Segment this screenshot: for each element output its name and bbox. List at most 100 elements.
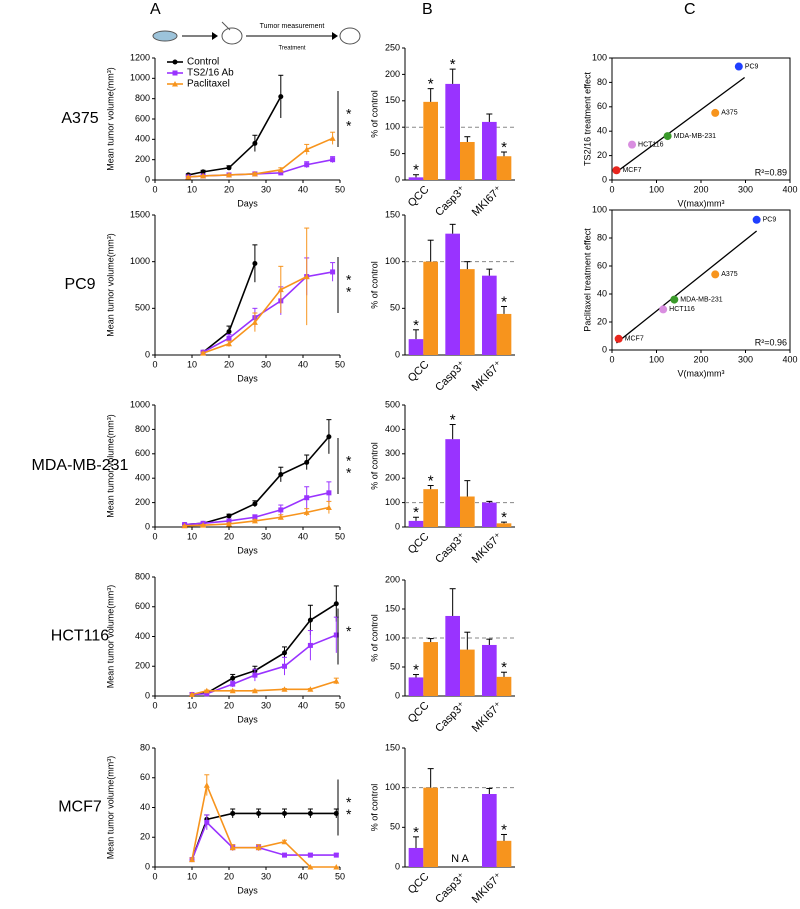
- point-label: PC9: [745, 63, 759, 70]
- y-tick-label: 1000: [130, 73, 150, 83]
- bar: [423, 101, 438, 180]
- marker: [230, 810, 236, 816]
- significance: *: [450, 56, 456, 73]
- syringe: [221, 21, 231, 31]
- point: [614, 334, 623, 343]
- x-tick-label: 50: [335, 531, 345, 541]
- x-tick-label: 20: [224, 184, 234, 194]
- series-line: [202, 271, 333, 353]
- y-tick-label: 100: [385, 782, 400, 792]
- marker: [172, 81, 178, 87]
- y-tick-label: 200: [385, 69, 400, 79]
- x-tick-label: 0: [152, 184, 157, 194]
- y-tick-label: 80: [140, 742, 150, 752]
- x-tick-label: 100: [649, 354, 664, 364]
- plot-frame: [611, 209, 791, 351]
- x-tick-label: MKI67⁺: [470, 700, 505, 735]
- panel-label: B: [422, 1, 433, 18]
- marker: [304, 459, 310, 465]
- y-tick-label: 1500: [130, 209, 150, 219]
- bar: [496, 676, 512, 696]
- y-tick-label: 20: [597, 316, 607, 326]
- y-tick-label: 0: [395, 349, 400, 359]
- marker: [226, 520, 232, 527]
- y-tick-label: 0: [602, 174, 607, 184]
- marker: [282, 852, 287, 858]
- x-tick-label: 0: [609, 184, 614, 194]
- marker: [226, 171, 232, 178]
- y-tick-label: 200: [385, 473, 400, 483]
- marker: [333, 632, 339, 638]
- y-tick-label: 100: [592, 204, 607, 214]
- marker: [277, 514, 284, 520]
- trend-line: [615, 76, 745, 174]
- y-tick-label: 400: [135, 631, 150, 641]
- point: [711, 270, 720, 279]
- x-tick-label: 50: [335, 184, 345, 194]
- y-tick-label: 400: [135, 473, 150, 483]
- x-tick-label: 100: [649, 184, 664, 194]
- x-axis-label: V(max)mm³: [678, 198, 725, 208]
- x-tick-label: QCC: [406, 531, 432, 557]
- x-tick-label: QCC: [406, 359, 432, 385]
- point-label: MCF7: [622, 167, 641, 174]
- y-tick-label: 50: [390, 661, 400, 671]
- x-tick-label: 0: [152, 700, 157, 710]
- x-axis-label: Days: [237, 885, 258, 895]
- marker: [282, 810, 287, 816]
- marker: [307, 864, 314, 870]
- significance: *: [413, 824, 419, 841]
- marker: [282, 650, 287, 656]
- marker: [333, 852, 339, 858]
- marker: [307, 852, 313, 858]
- schematic-label: Tumor measurement: [260, 23, 325, 30]
- y-axis-label: Mean tumor volume(mm³): [105, 756, 115, 860]
- y-tick-label: 100: [385, 497, 400, 507]
- row-title: MDA-MB-231: [32, 457, 129, 474]
- significance: *: [413, 662, 419, 679]
- marker: [203, 687, 210, 694]
- point: [612, 166, 621, 175]
- x-tick-label: 300: [738, 184, 753, 194]
- significance: *: [346, 118, 352, 134]
- y-tick-label: 80: [597, 232, 607, 242]
- series-line: [191, 603, 337, 696]
- y-tick-label: 100: [385, 122, 400, 132]
- significance: *: [346, 623, 352, 639]
- marker: [256, 810, 262, 816]
- significance: *: [501, 659, 507, 676]
- point: [628, 140, 637, 149]
- significance: *: [346, 806, 352, 822]
- significance: *: [413, 162, 419, 179]
- marker: [226, 329, 232, 335]
- series-line: [188, 158, 333, 178]
- marker: [230, 675, 236, 681]
- marker: [251, 170, 258, 177]
- x-tick-label: 0: [152, 531, 157, 541]
- x-tick-label: 0: [152, 359, 157, 369]
- x-tick-label: 30: [261, 871, 271, 881]
- point-label: MCF7: [625, 336, 644, 343]
- x-tick-label: 10: [187, 871, 197, 881]
- row-title: PC9: [64, 276, 95, 293]
- y-tick-label: 100: [385, 632, 400, 642]
- point-label: A375: [721, 110, 737, 117]
- significance: *: [501, 139, 507, 156]
- point-label: A375: [721, 271, 737, 278]
- panel-label: A: [150, 1, 161, 18]
- x-tick-label: MKI67⁺: [470, 531, 505, 566]
- x-tick-label: 30: [261, 700, 271, 710]
- y-tick-label: 300: [385, 448, 400, 458]
- x-tick-label: 50: [335, 700, 345, 710]
- y-tick-label: 0: [145, 174, 150, 184]
- bar: [496, 523, 512, 527]
- marker: [189, 856, 195, 863]
- y-tick-label: 0: [395, 174, 400, 184]
- bar: [445, 83, 460, 180]
- marker: [303, 509, 310, 515]
- x-axis-label: Days: [237, 198, 258, 208]
- marker: [326, 434, 332, 440]
- plot-frame: [611, 57, 791, 181]
- marker: [226, 340, 232, 347]
- x-tick-label: 10: [187, 531, 197, 541]
